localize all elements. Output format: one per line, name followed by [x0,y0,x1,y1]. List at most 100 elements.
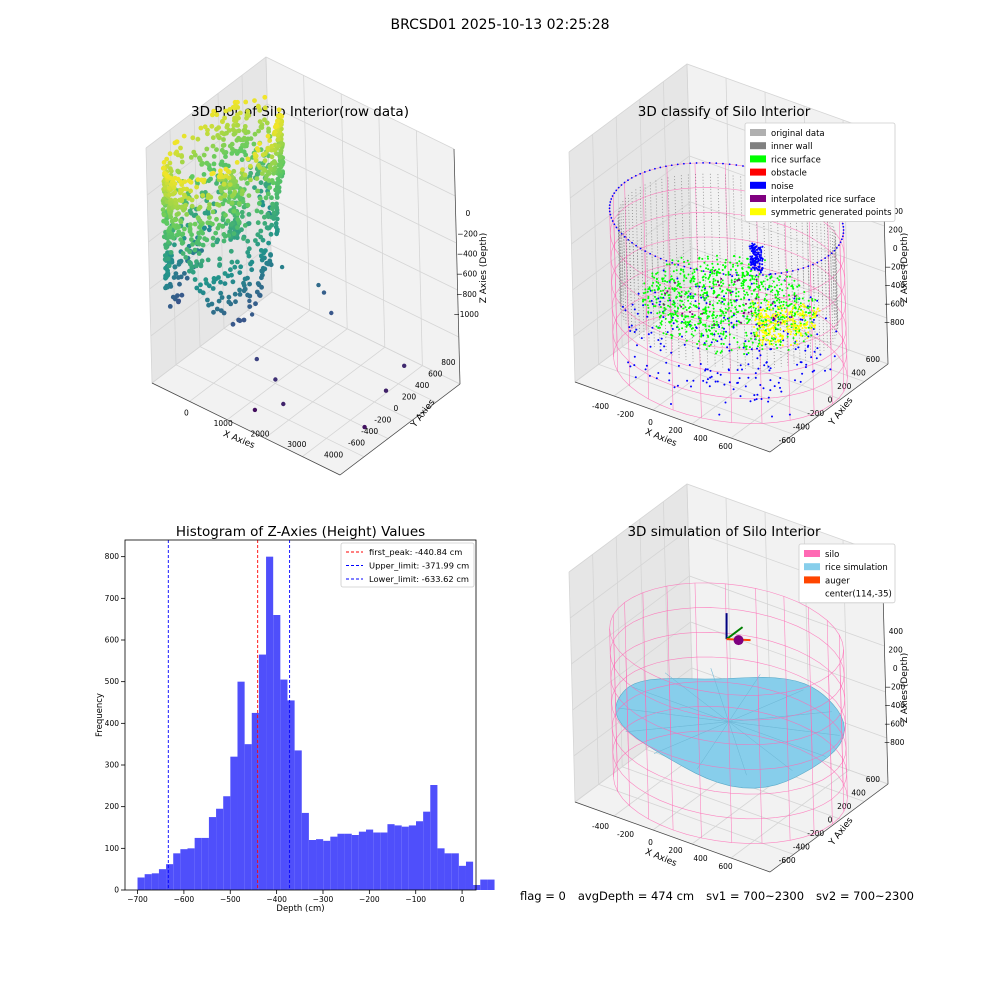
raw-point [272,129,278,135]
raw-point [258,188,264,194]
raw-point [274,231,279,237]
symmetric-generated-points-point [757,321,760,324]
symmetric-generated-points-point [772,326,775,329]
raw-point [267,138,273,144]
rice-surface-point [745,317,748,320]
rice-surface-point [770,290,772,293]
noise-point [735,164,738,166]
rice-surface-point [722,330,725,333]
rice-surface-point [676,306,679,309]
inner-wall-points [667,177,671,268]
noise-point [630,176,633,179]
noise-point [749,255,752,258]
gridline [615,536,818,838]
noise-point [793,297,796,300]
rice-surface-point [752,331,755,334]
symmetric-generated-points-point [762,326,765,329]
raw-point [176,299,181,305]
rice-surface-point [680,256,683,259]
rice-surface-point [658,316,661,319]
raw-point [194,285,200,291]
rice-surface-point [774,338,777,340]
raw-point [164,156,170,162]
rice-surface-point [716,263,719,266]
rice-surface-point [676,284,679,287]
status-sv2: sv2 = 700~2300 [816,889,914,903]
rice-surface-point [747,340,750,343]
noise-point [759,271,762,274]
rice-surface-point [795,294,798,297]
symmetric-generated-points-point [794,320,797,323]
y-tick-label: 200 [402,392,417,401]
y-tick-label: -200 [374,415,391,424]
symmetric-generated-points-point [760,325,763,328]
interpolated-rice-surface-point [717,281,719,283]
noise-point [654,291,657,294]
noise-point [763,364,766,367]
rice-surface-point [780,301,783,303]
noise-point [761,258,764,261]
raw-point [202,236,208,242]
rice-surface-point [737,310,740,313]
rice-surface-point [793,314,796,317]
rice-surface-point [704,311,707,314]
raw-point [259,268,265,274]
rice-surface-point [718,268,720,271]
inner-wall-points [617,211,622,302]
raw-point [256,104,261,110]
raw-point [163,192,169,198]
rice-surface-point [670,315,673,318]
rice-surface-point [738,304,741,307]
inner-wall-points [636,246,641,338]
rice-surface-point [796,285,799,288]
rice-surface-point [682,268,685,271]
rice-surface-point [758,284,761,287]
raw-point [241,236,246,241]
rice-surface-point [804,319,807,322]
rice-surface-point [762,320,765,323]
noise-point [657,372,660,374]
histogram-bar [230,756,238,890]
rice-surface-point [784,279,786,282]
raw-point [202,210,208,216]
gridline [568,63,883,153]
symmetric-generated-points-point [799,332,802,335]
rice-surface-point [707,268,710,271]
rice-surface-point [687,299,690,302]
z-tick-label: −800 [884,318,905,327]
rice-surface-point [750,274,753,277]
raw-point [256,162,261,168]
x-tick-label: 3000 [287,440,306,449]
rice-surface-point [709,300,711,303]
rice-surface-point [702,293,705,296]
rice-surface-point [776,277,779,280]
y-tick-label: 100 [105,844,120,853]
symmetric-generated-points-point [756,302,759,304]
raw-point [263,176,269,182]
rice-surface-point [779,312,782,315]
rice-surface-point [713,326,715,329]
noise-point [633,308,636,311]
rice-surface-point [701,276,704,279]
symmetric-generated-points-point [784,321,787,324]
raw-point [214,201,220,207]
interpolated-rice-surface-point [755,297,758,300]
noise-point [761,267,764,270]
rice-surface-point [776,293,779,296]
rice-surface-point [659,296,662,299]
raw-point [235,225,240,230]
noise-point [708,385,711,388]
rice-surface-point [652,305,655,308]
raw-point [238,264,244,270]
symmetric-generated-points-point [779,328,782,331]
rice-surface-point [664,317,667,320]
histogram-bar [144,874,152,890]
rice-surface-point [680,286,683,289]
raw-point [248,163,253,169]
symmetric-generated-points-point [788,313,791,316]
noise-point [756,253,759,256]
x-tick-label: 600 [718,442,733,451]
raw-point [234,160,240,165]
raw-point [184,212,190,217]
symmetric-generated-points-point [767,303,769,306]
